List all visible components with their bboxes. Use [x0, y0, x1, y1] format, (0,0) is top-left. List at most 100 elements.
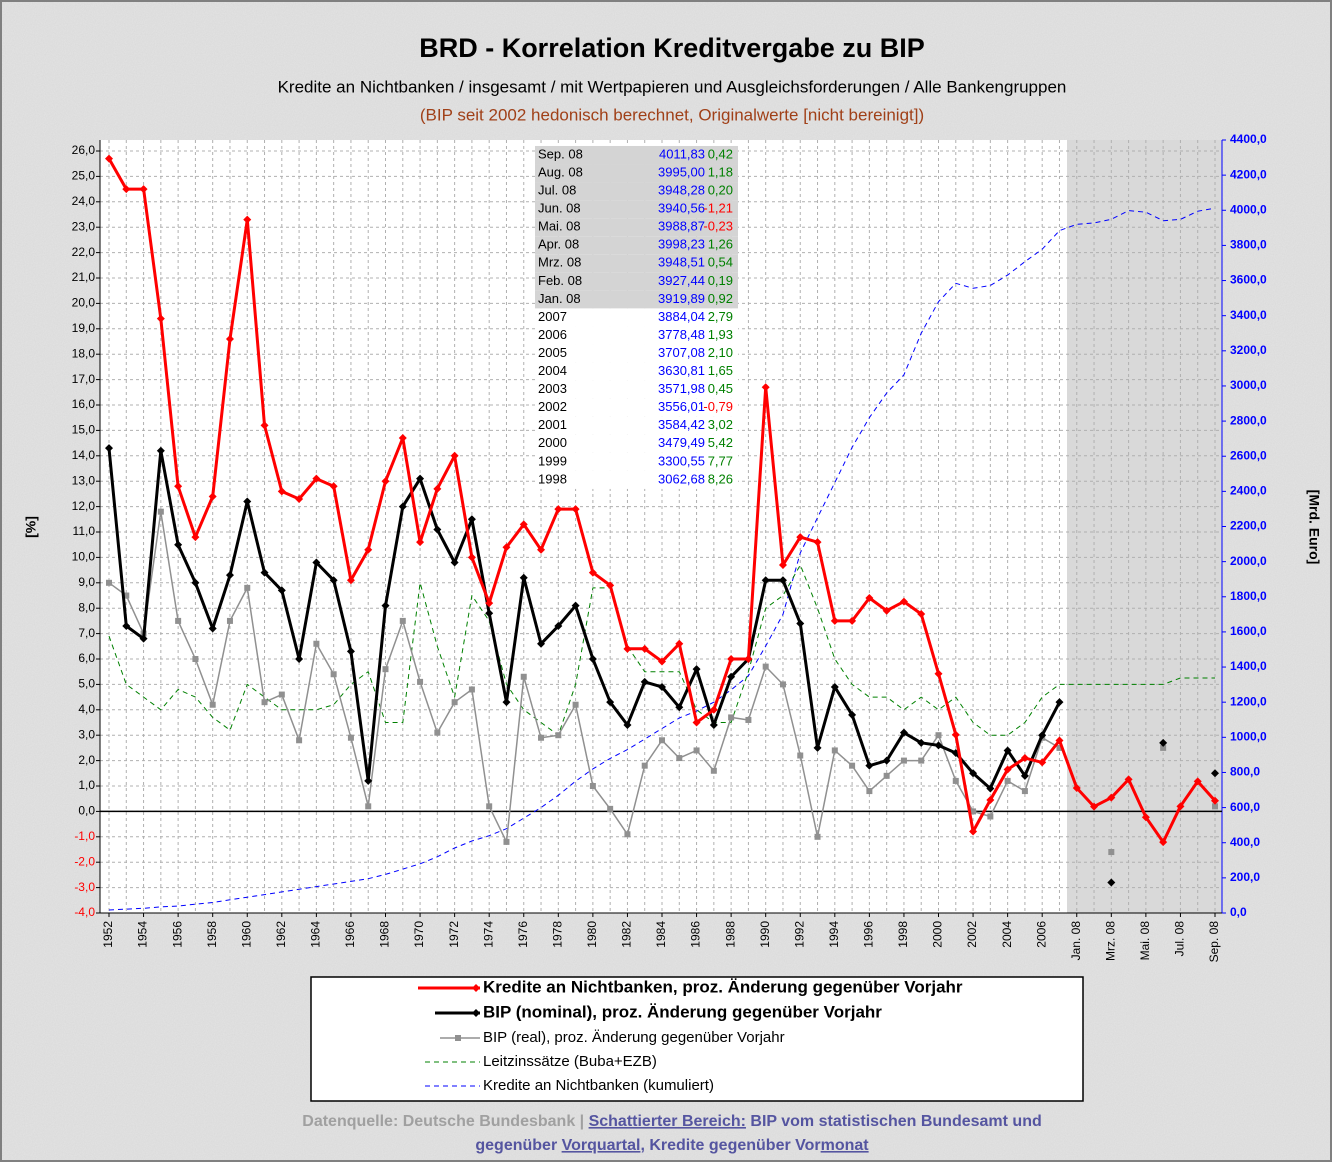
y-tick-label: 21,0	[72, 270, 96, 284]
y-tick-label: 19,0	[72, 321, 96, 335]
marker	[744, 655, 753, 663]
marker	[139, 634, 148, 643]
marker	[987, 813, 994, 820]
table-value: 3778,48	[658, 327, 705, 342]
y2-tick-label: 3200,0	[1230, 343, 1267, 357]
table-change: 8,26	[708, 471, 733, 486]
marker	[709, 705, 718, 714]
line	[108, 207, 1216, 911]
marker	[814, 833, 821, 840]
x-tick-label: Mai. 08	[1138, 921, 1152, 961]
table-label: 2001	[538, 417, 567, 432]
table-change: 7,77	[708, 453, 733, 468]
legend-label: BIP (nominal), proz. Änderung gegenüber …	[483, 1002, 882, 1021]
table-value: 3062,68	[658, 471, 705, 486]
data-table: Sep. 08 4011,83 0,42 Aug. 08 3995,00 1,18 Jul.…	[535, 145, 738, 489]
marker	[1160, 744, 1167, 751]
x-tick-label: 1960	[239, 921, 253, 948]
marker	[398, 502, 407, 511]
table-label: Aug. 08	[538, 164, 583, 179]
marker	[330, 671, 337, 678]
marker	[710, 767, 717, 774]
marker	[192, 656, 199, 662]
footer-part: gegenüber	[475, 1137, 561, 1154]
marker	[122, 621, 131, 630]
table-label: Apr. 08	[538, 237, 579, 252]
marker	[865, 761, 874, 770]
marker	[106, 579, 112, 586]
y2-tick-label: 2000,0	[1230, 554, 1267, 568]
table-change: 5,42	[708, 435, 733, 450]
marker	[1021, 788, 1028, 795]
marker	[278, 691, 285, 698]
table-label: 2004	[538, 363, 567, 378]
marker	[209, 701, 216, 708]
marker	[555, 732, 562, 739]
y-tick-label: -4,0	[74, 905, 95, 919]
y2-tick-label: 400,0	[1230, 835, 1260, 849]
marker	[295, 494, 304, 503]
table-value: 3998,23	[658, 237, 705, 252]
table-change: 1,26	[708, 237, 733, 252]
marker	[727, 655, 736, 663]
table-label: Sep. 08	[538, 146, 583, 161]
marker	[122, 185, 131, 194]
marker	[728, 714, 735, 721]
marker	[295, 655, 304, 663]
marker	[1038, 731, 1047, 740]
line	[108, 564, 1215, 736]
marker	[156, 446, 165, 455]
table-label: 2005	[538, 345, 567, 360]
x-tick-label: 1986	[689, 921, 703, 948]
table-row-bg	[535, 145, 738, 165]
y2-tick-label: 200,0	[1230, 870, 1260, 884]
table-label: Mrz. 08	[538, 255, 581, 270]
x-tick-label: 1968	[378, 921, 392, 948]
legend-label: Kredite an Nichtbanken, proz. Änderung g…	[483, 977, 963, 996]
marker	[1107, 878, 1116, 887]
y2-tick-label: 3400,0	[1230, 308, 1267, 322]
marker	[1038, 758, 1047, 767]
table-change: 2,79	[708, 309, 733, 324]
table-change: 0,92	[708, 291, 733, 306]
table-row-bg	[535, 254, 738, 273]
x-tick-label: 1982	[620, 921, 634, 948]
table-row-bg	[535, 218, 738, 237]
marker	[1056, 744, 1063, 751]
table-row-bg	[535, 344, 738, 363]
marker	[243, 215, 252, 224]
x-tick-label: 2004	[1000, 921, 1014, 948]
marker	[1107, 793, 1116, 802]
marker	[243, 497, 252, 506]
y-tick-label: 24,0	[72, 194, 96, 208]
marker	[347, 734, 354, 741]
marker	[519, 520, 528, 529]
marker	[1193, 777, 1202, 786]
marker	[692, 665, 701, 674]
marker	[1003, 746, 1012, 755]
x-tick-label: Sep. 08	[1207, 921, 1221, 963]
marker	[365, 803, 372, 810]
y2-tick-label: 1800,0	[1230, 589, 1267, 603]
table-label: Jun. 08	[538, 201, 581, 216]
marker	[1072, 784, 1081, 793]
legend-label: Kredite an Nichtbanken (kumuliert)	[483, 1077, 714, 1094]
y2-tick-label: 4200,0	[1230, 167, 1267, 181]
marker	[329, 482, 338, 491]
marker	[761, 383, 770, 392]
marker	[468, 686, 475, 693]
table-row-bg	[535, 380, 738, 399]
table-value: 3707,08	[658, 345, 705, 360]
marker	[554, 621, 563, 630]
marker	[433, 525, 442, 534]
x-tick-label: 2002	[965, 921, 979, 948]
marker	[502, 543, 511, 552]
table-value: 3919,89	[658, 291, 705, 306]
table-value: 3300,55	[658, 453, 705, 468]
marker	[485, 609, 494, 618]
table-change: 0,54	[708, 255, 733, 270]
marker	[623, 644, 632, 653]
y-tick-label: 22,0	[72, 245, 96, 259]
marker	[831, 747, 838, 754]
